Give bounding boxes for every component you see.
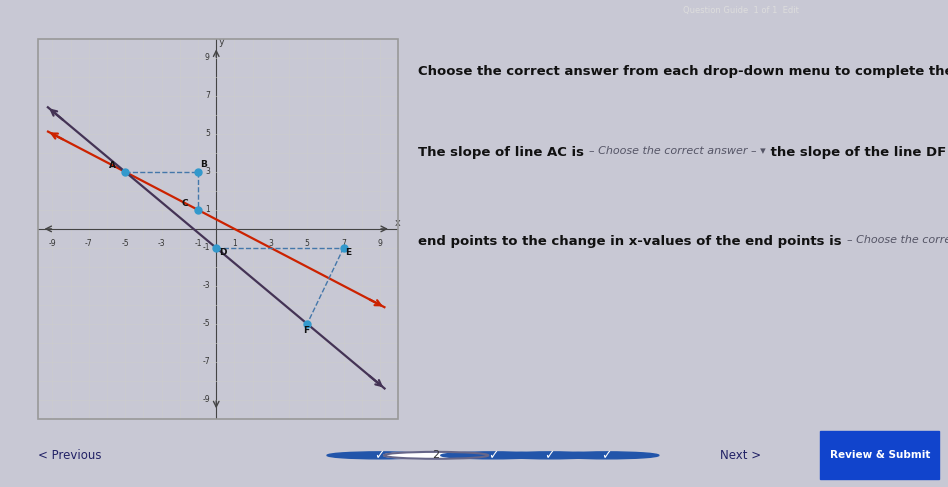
FancyBboxPatch shape <box>820 431 939 479</box>
Text: -1: -1 <box>202 244 210 252</box>
Text: -3: -3 <box>157 239 166 248</box>
Text: ✓: ✓ <box>374 449 385 462</box>
Text: ✓: ✓ <box>544 449 556 462</box>
Text: -9: -9 <box>48 239 56 248</box>
Text: y: y <box>219 37 225 47</box>
Text: 2: 2 <box>432 450 440 460</box>
Text: x: x <box>394 218 400 228</box>
Text: Question Guide  1 of 1  Edit: Question Guide 1 of 1 Edit <box>683 6 798 16</box>
Text: 7: 7 <box>205 92 210 100</box>
Text: F: F <box>303 326 310 336</box>
Text: ✓: ✓ <box>487 449 499 462</box>
Text: -5: -5 <box>202 319 210 328</box>
Text: -1: -1 <box>194 239 202 248</box>
Text: D: D <box>219 248 227 258</box>
Text: ✓: ✓ <box>601 449 612 462</box>
Text: B: B <box>200 160 207 169</box>
Text: -7: -7 <box>202 357 210 366</box>
Text: E: E <box>345 248 352 258</box>
Circle shape <box>441 452 545 459</box>
Text: C: C <box>181 199 188 208</box>
Text: -3: -3 <box>202 281 210 290</box>
Text: – Choose the correct answer – ▾: – Choose the correct answer – ▾ <box>589 146 766 156</box>
Text: A: A <box>109 161 117 170</box>
Text: 3: 3 <box>205 168 210 176</box>
Circle shape <box>555 452 659 459</box>
Text: end points to the change in x-values of the end points is: end points to the change in x-values of … <box>418 235 847 247</box>
Text: -9: -9 <box>202 395 210 404</box>
Text: 1: 1 <box>232 239 237 248</box>
Text: < Previous: < Previous <box>38 449 101 462</box>
Text: Review & Submit: Review & Submit <box>830 450 930 460</box>
Text: 9: 9 <box>377 239 382 248</box>
Text: Next >: Next > <box>720 449 761 462</box>
Circle shape <box>327 452 431 459</box>
Text: -7: -7 <box>85 239 93 248</box>
Text: -5: -5 <box>121 239 129 248</box>
Circle shape <box>384 452 488 459</box>
Text: 5: 5 <box>304 239 310 248</box>
Text: Choose the correct answer from each drop-down menu to complete the statement.: Choose the correct answer from each drop… <box>418 65 948 78</box>
Text: 1: 1 <box>205 206 210 214</box>
Text: 7: 7 <box>341 239 346 248</box>
Text: – Choose the correct answer – ▾: – Choose the correct answer – ▾ <box>847 235 948 244</box>
Text: 5: 5 <box>205 130 210 138</box>
Circle shape <box>498 452 602 459</box>
Text: the slope of the line DF because the ratio of the change of y-values of the: the slope of the line DF because the rat… <box>766 146 948 159</box>
Text: 9: 9 <box>205 54 210 62</box>
Text: 3: 3 <box>268 239 273 248</box>
Text: The slope of line AC is: The slope of line AC is <box>418 146 589 159</box>
